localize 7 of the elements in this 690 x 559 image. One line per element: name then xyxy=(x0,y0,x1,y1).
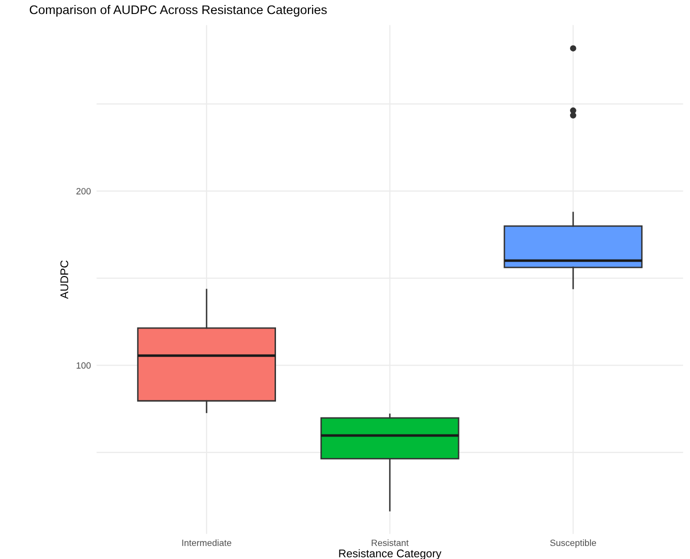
y-axis-title: AUDPC xyxy=(60,260,68,299)
x-tick-label: Intermediate xyxy=(182,539,232,546)
chart-title: Comparison of AUDPC Across Resistance Categories xyxy=(30,4,327,17)
x-tick-label: Susceptible xyxy=(550,539,596,548)
y-tick-label: 100 xyxy=(76,362,91,369)
y-tick-label: 200 xyxy=(76,188,91,194)
x-tick-label: Resistant xyxy=(372,539,409,546)
